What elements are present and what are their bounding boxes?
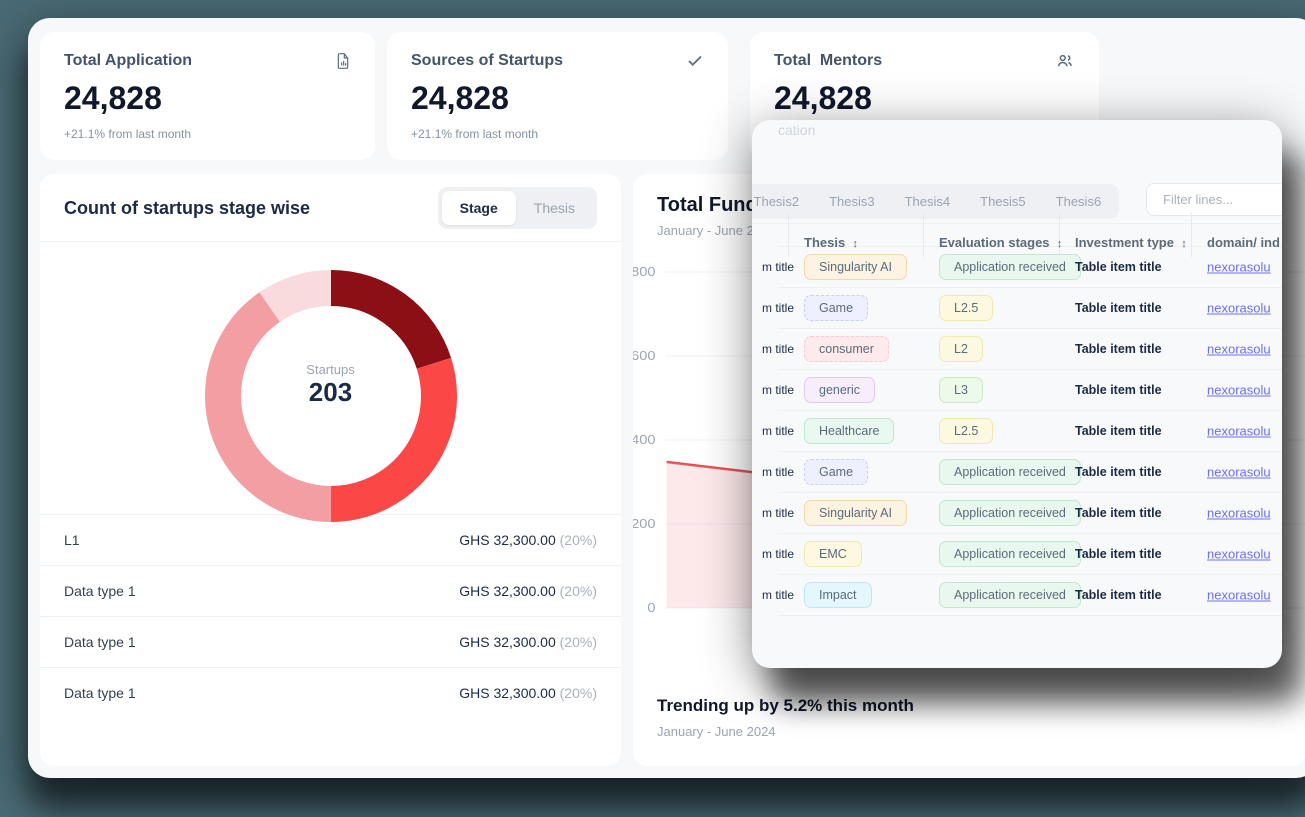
svg-text:400: 400 [633, 432, 656, 447]
svg-text:800: 800 [633, 264, 656, 279]
svg-text:200: 200 [633, 516, 656, 531]
svg-text:0: 0 [647, 600, 655, 615]
svg-text:600: 600 [633, 348, 656, 363]
